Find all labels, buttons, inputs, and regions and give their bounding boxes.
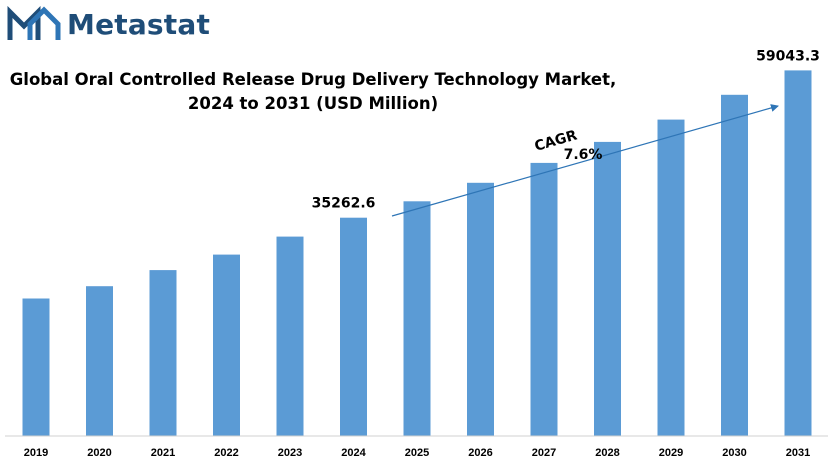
bar-2031 [784, 70, 812, 437]
cagr-arrow [391, 104, 779, 217]
chart-title: Global Oral Controlled Release Drug Deli… [0, 68, 626, 116]
bar-2021 [149, 270, 177, 436]
bar-2029 [657, 119, 685, 436]
data-label-2024: 35262.6 [312, 196, 376, 212]
bar-2024 [340, 217, 367, 436]
x-tick-2023: 2023 [278, 447, 302, 459]
bar-2028 [594, 141, 621, 436]
bar-2025 [403, 201, 431, 436]
x-tick-2020: 2020 [87, 447, 111, 459]
bar-2019 [22, 298, 50, 436]
x-tick-2024: 2024 [341, 447, 366, 459]
bar-2022 [213, 254, 240, 436]
chart-title-line-1: Global Oral Controlled Release Drug Deli… [9, 70, 617, 89]
x-tick-2021: 2021 [151, 447, 175, 459]
bar-2026 [467, 182, 494, 436]
x-tick-2029: 2029 [659, 447, 683, 459]
x-tick-2019: 2019 [24, 447, 48, 459]
x-tick-2025: 2025 [405, 447, 429, 459]
chart-title-line-2: 2024 to 2031 (USD Million) [187, 94, 439, 113]
data-label-2031: 59043.3 [756, 48, 820, 64]
x-tick-2030: 2030 [722, 447, 746, 459]
x-tick-2022: 2022 [214, 447, 238, 459]
metastat-logo-icon [7, 6, 61, 40]
x-tick-2028: 2028 [595, 447, 619, 459]
x-tick-2026: 2026 [468, 447, 492, 459]
bar-2030 [721, 94, 748, 437]
brand-logo: Metastat [6, 4, 210, 44]
bar-2020 [86, 286, 113, 436]
brand-name: Metastat [67, 7, 211, 41]
bar-2027 [530, 162, 558, 436]
x-tick-2031: 2031 [786, 447, 810, 459]
cagr-value: 7.6% [564, 147, 603, 163]
bar-2023 [276, 236, 304, 436]
x-tick-2027: 2027 [532, 447, 556, 459]
